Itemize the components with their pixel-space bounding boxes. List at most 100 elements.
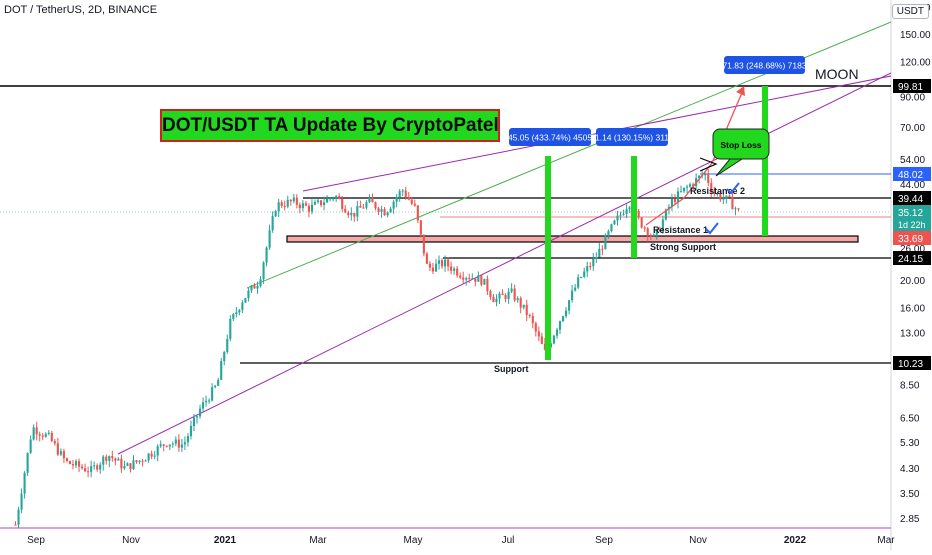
check-icon — [705, 222, 719, 235]
candle-body — [189, 425, 193, 437]
candle-body — [65, 458, 68, 462]
stop-loss-marker — [699, 157, 718, 172]
candle-body — [689, 184, 692, 187]
candle-body — [453, 268, 456, 271]
candle-body — [525, 304, 528, 315]
price-tick-label: 13.00 — [900, 329, 925, 340]
candle-body — [14, 524, 17, 526]
candle-body — [371, 197, 374, 203]
measure-label-box — [509, 128, 591, 146]
candle-body — [301, 203, 304, 209]
candle-body — [565, 310, 568, 317]
price-tag-box — [893, 79, 931, 93]
candle-body — [20, 493, 23, 510]
candle-body — [428, 263, 431, 268]
candle-body — [389, 208, 392, 213]
candle-body — [519, 298, 522, 308]
candle-body — [59, 451, 62, 455]
candle-body — [459, 275, 462, 278]
price-tick-label: 8.50 — [900, 381, 920, 392]
candle-body — [583, 271, 586, 278]
candle-body — [658, 229, 661, 232]
candle-body — [211, 387, 214, 401]
candle-body — [17, 509, 20, 525]
price-tag-box — [893, 167, 931, 181]
candle-body — [316, 200, 320, 203]
candle-body — [413, 203, 416, 206]
candle-body — [604, 234, 607, 250]
candle-body — [313, 202, 317, 205]
price-tag-label: 39.44 — [898, 194, 923, 205]
price-tick-label: 5.30 — [900, 438, 920, 449]
candle-body — [186, 436, 189, 443]
candle-body — [105, 456, 108, 461]
candle-body — [150, 453, 153, 457]
candle-body — [616, 215, 619, 221]
candle-body — [283, 206, 286, 208]
candle-body — [401, 190, 404, 192]
candle-body — [707, 173, 710, 183]
candle-body — [81, 466, 84, 469]
candle-body — [395, 197, 398, 202]
price-tick-label: 70.00 — [900, 123, 925, 134]
candle-body — [410, 199, 413, 204]
candle-body — [129, 463, 132, 470]
candle-body — [555, 329, 559, 336]
candle-body — [731, 196, 734, 210]
candle-body — [386, 212, 389, 216]
measure-label-box — [724, 56, 805, 74]
candle-body — [29, 439, 32, 453]
candle-body — [471, 278, 474, 280]
candle-body — [332, 198, 335, 200]
candle-body — [637, 211, 640, 218]
price-tag-label: 33.69 — [898, 234, 923, 245]
stop-loss-label: Stop Loss — [720, 140, 761, 150]
candle-body — [643, 227, 646, 229]
measure-label: 31.14 (130.15%) 3114 — [590, 133, 674, 143]
candle-body — [522, 304, 525, 308]
candle-body — [26, 452, 29, 473]
level-label: Resistance 1 — [653, 225, 708, 235]
candle-body — [96, 465, 99, 470]
price-tick-label: 44.00 — [900, 180, 925, 191]
candle-body — [280, 202, 283, 207]
candle-body — [310, 204, 314, 212]
candle-body — [350, 213, 353, 216]
measure-label-box — [596, 128, 668, 146]
candle-body — [238, 309, 241, 313]
candle-body — [652, 234, 655, 237]
candle-body — [195, 416, 199, 418]
candle-body — [552, 335, 556, 344]
candle-body — [289, 199, 292, 202]
price-tick-label: 90.00 — [900, 92, 925, 103]
candle-body — [540, 336, 543, 344]
candle-body — [516, 298, 519, 301]
last-price-label: 35.12 — [898, 208, 923, 219]
candle-body — [619, 214, 622, 216]
candle-body — [528, 314, 531, 316]
candle-body — [450, 266, 453, 271]
candle-body — [447, 259, 450, 267]
price-tick-label: 54.00 — [900, 155, 925, 166]
candle-body — [319, 200, 323, 206]
candle-body — [392, 201, 395, 209]
candle-body — [670, 198, 673, 207]
price-tick-label: 120.00 — [900, 57, 931, 68]
candle-body — [202, 402, 205, 409]
candle-body — [111, 455, 114, 459]
candle-body — [571, 290, 574, 301]
stop-loss-pointer — [715, 158, 744, 177]
candle-body — [713, 191, 716, 194]
candle-body — [480, 275, 483, 285]
candle-body — [607, 231, 610, 235]
candle-body — [183, 442, 186, 445]
candle-body — [168, 444, 171, 447]
projection-arrow — [645, 87, 745, 226]
candle-body — [44, 433, 47, 437]
candle-body — [513, 288, 516, 301]
currency-selector[interactable]: USDT — [891, 4, 929, 19]
candle-body — [704, 173, 707, 176]
candle-body — [719, 193, 722, 200]
candle-body — [171, 443, 174, 445]
